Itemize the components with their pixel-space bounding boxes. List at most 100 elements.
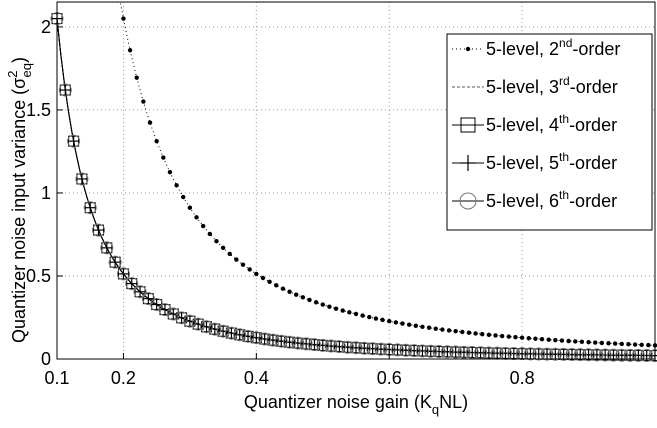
- marker-circle: [100, 241, 114, 255]
- marker-circle: [606, 348, 620, 362]
- marker-dot: [134, 75, 139, 80]
- marker-circle: [249, 331, 263, 345]
- marker-circle: [166, 307, 180, 321]
- marker-dot: [480, 331, 485, 337]
- marker-circle: [125, 277, 139, 291]
- y-tick-label: 1: [41, 183, 51, 203]
- marker-circle: [349, 341, 363, 355]
- marker-dot: [606, 341, 611, 346]
- marker-dot: [406, 322, 412, 327]
- marker-dot: [426, 325, 432, 330]
- marker-dot: [566, 338, 571, 344]
- marker-dot: [460, 329, 465, 335]
- marker-dot: [274, 283, 279, 288]
- marker-circle: [515, 347, 529, 361]
- marker-dot: [200, 223, 206, 229]
- marker-dot: [639, 342, 644, 348]
- marker-dot: [493, 333, 498, 338]
- series-line: [56, 18, 656, 357]
- marker-circle: [283, 335, 297, 349]
- marker-dot: [327, 304, 332, 309]
- marker-circle: [449, 345, 463, 359]
- marker-dot: [433, 326, 438, 331]
- y-tick-label: 1.5: [26, 100, 51, 120]
- marker-dot: [347, 310, 352, 315]
- marker-circle: [557, 347, 571, 361]
- marker-dot: [320, 302, 325, 307]
- marker-circle: [158, 303, 172, 317]
- marker-dot: [519, 335, 525, 340]
- marker-dot: [619, 341, 624, 347]
- marker-circle: [224, 326, 238, 340]
- marker-circle: [216, 324, 230, 338]
- marker-circle: [266, 333, 280, 347]
- marker-dot: [240, 262, 246, 267]
- marker-dot: [486, 332, 492, 337]
- marker-circle: [548, 347, 562, 361]
- y-tick-label: 0: [41, 349, 51, 369]
- marker-dot: [533, 336, 538, 341]
- marker-dot: [353, 311, 359, 317]
- x-tick-label: 0.4: [244, 368, 269, 388]
- legend-item-3: 5-level, 4th-order: [452, 112, 617, 135]
- marker-dot: [579, 339, 585, 345]
- y-axis-label: Quantizer noise input variance (σ2eq): [5, 57, 34, 343]
- marker-dot: [546, 337, 551, 342]
- marker-dot: [207, 231, 213, 237]
- marker-dot: [413, 323, 418, 328]
- legend-item-4: 5-level, 5th-order: [452, 150, 617, 173]
- marker-dot: [626, 342, 631, 347]
- marker-dot: [280, 286, 286, 291]
- marker-circle: [233, 328, 247, 342]
- marker-dot: [453, 329, 458, 334]
- marker-dot: [360, 313, 365, 318]
- x-tick-label: 0.2: [111, 368, 136, 388]
- marker-circle: [357, 341, 371, 355]
- marker-circle: [507, 347, 521, 361]
- marker-dot: [313, 300, 319, 305]
- marker-circle: [640, 349, 654, 363]
- marker-dot: [400, 321, 405, 326]
- marker-circle: [75, 172, 89, 186]
- marker-dot: [586, 339, 591, 345]
- legend-label: 5-level, 4th-order: [486, 112, 617, 135]
- marker-dot: [466, 330, 472, 335]
- marker-dot: [174, 183, 179, 188]
- marker-circle: [532, 347, 546, 361]
- marker-circle: [92, 223, 106, 237]
- marker-circle: [623, 348, 637, 362]
- marker-circle: [565, 348, 579, 362]
- marker-circle: [58, 83, 72, 97]
- marker-circle: [200, 320, 213, 334]
- marker-circle: [332, 340, 346, 354]
- marker-dot: [593, 340, 598, 345]
- marker-dot: [573, 339, 578, 344]
- series-1: [57, 1, 657, 348]
- marker-dot: [473, 331, 478, 336]
- marker-dot: [227, 251, 232, 257]
- marker-circle: [258, 332, 272, 346]
- marker-dot: [247, 267, 252, 272]
- marker-dot: [367, 314, 372, 320]
- marker-dot: [499, 333, 505, 339]
- legend-item-1: 5-level, 2nd-order: [452, 36, 620, 59]
- marker-dot: [214, 239, 219, 244]
- plot-frame: [56, 1, 656, 360]
- x-tick-label: 0.6: [377, 368, 402, 388]
- marker-circle: [291, 336, 305, 350]
- legend-label: 5-level, 3rd-order: [486, 74, 618, 97]
- marker-dot: [187, 205, 193, 210]
- marker-circle: [459, 192, 477, 210]
- marker-circle: [391, 343, 405, 357]
- marker-dot: [161, 155, 166, 160]
- marker-circle: [183, 314, 197, 328]
- marker-circle: [399, 343, 413, 357]
- marker-circle: [374, 342, 388, 356]
- x-tick-label: 0.8: [510, 368, 535, 388]
- marker-dot: [373, 316, 379, 321]
- marker-circle: [440, 345, 454, 359]
- marker-dot: [526, 336, 531, 341]
- marker-dot: [539, 337, 545, 342]
- marker-square: [460, 117, 476, 133]
- marker-dot: [440, 327, 445, 332]
